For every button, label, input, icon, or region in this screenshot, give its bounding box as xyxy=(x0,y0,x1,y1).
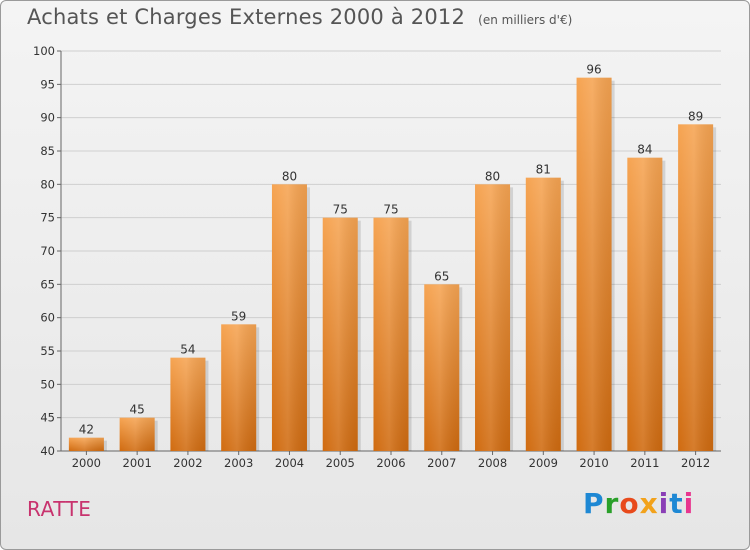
y-tick-label: 70 xyxy=(40,244,55,258)
logo-letter: P xyxy=(583,487,605,520)
y-tick-label: 45 xyxy=(40,411,55,425)
title-row: Achats et Charges Externes 2000 à 2012 (… xyxy=(27,5,572,29)
y-tick-label: 75 xyxy=(40,211,55,225)
y-tick-label: 100 xyxy=(33,44,55,58)
bar-highlight xyxy=(475,184,511,452)
bar-highlight xyxy=(627,157,663,451)
x-tick-label: 2008 xyxy=(478,456,507,470)
x-tick-label: 2002 xyxy=(173,456,202,470)
y-tick-label: 85 xyxy=(40,144,55,158)
x-tick-label: 2003 xyxy=(224,456,253,470)
x-tick-label: 2007 xyxy=(427,456,456,470)
x-tick-label: 2000 xyxy=(72,456,101,470)
bars xyxy=(68,77,717,452)
logo-letter: i xyxy=(683,487,695,520)
bar-highlight xyxy=(221,324,257,451)
bar-highlight xyxy=(322,217,358,451)
data-label: 96 xyxy=(586,63,601,77)
data-label: 84 xyxy=(637,143,652,157)
bar-highlight xyxy=(170,357,206,451)
x-tick-label: 2004 xyxy=(275,456,304,470)
bar-highlight xyxy=(271,184,307,452)
data-label: 81 xyxy=(536,163,551,177)
data-label: 65 xyxy=(434,269,449,283)
y-tick-label: 40 xyxy=(40,444,55,458)
logo-letter: r xyxy=(604,487,620,520)
x-tick-label: 2006 xyxy=(376,456,405,470)
bar-highlight xyxy=(678,124,714,451)
proxiti-logo[interactable]: Proxiti xyxy=(583,487,694,520)
city-name: RATTE xyxy=(27,497,92,521)
data-label: 54 xyxy=(180,343,195,357)
bar-highlight xyxy=(576,77,612,452)
value-labels: 42 45 54 59 80 75 75 65 80 81 96 84 89 xyxy=(79,63,704,437)
y-tick-label: 55 xyxy=(40,344,55,358)
y-tick-label: 60 xyxy=(40,311,55,325)
data-label: 42 xyxy=(79,423,94,437)
data-label: 45 xyxy=(130,403,145,417)
y-tick-label: 90 xyxy=(40,111,55,125)
y-tick-label: 80 xyxy=(40,177,55,191)
y-tick-label: 50 xyxy=(40,377,55,391)
chart-title: Achats et Charges Externes 2000 à 2012 xyxy=(27,5,466,29)
bar-highlight xyxy=(525,177,561,451)
y-tick-label: 95 xyxy=(40,77,55,91)
x-tick-label: 2011 xyxy=(630,456,659,470)
logo-letter: o xyxy=(619,487,640,520)
bar-highlight xyxy=(68,437,104,451)
data-label: 89 xyxy=(688,109,703,123)
logo-letter: t xyxy=(669,487,684,520)
data-label: 59 xyxy=(231,309,246,323)
bar-highlight xyxy=(119,417,155,451)
data-label: 75 xyxy=(333,203,348,217)
x-tick-label: 2005 xyxy=(326,456,355,470)
x-tick-label: 2010 xyxy=(579,456,608,470)
bar-highlight xyxy=(373,217,409,451)
logo-letter: x xyxy=(639,487,659,520)
data-label: 80 xyxy=(282,169,297,183)
x-tick-label: 2012 xyxy=(681,456,710,470)
axes: 40 45 50 55 60 65 70 75 80 85 90 95 100 2000 2001 2002 2… xyxy=(33,44,721,470)
chart-subtitle: (en milliers d'€) xyxy=(478,13,573,27)
x-tick-label: 2009 xyxy=(529,456,558,470)
x-tick-label: 2001 xyxy=(123,456,152,470)
logo-letter: i xyxy=(658,487,670,520)
data-label: 80 xyxy=(485,169,500,183)
y-tick-label: 65 xyxy=(40,277,55,291)
bar-highlight xyxy=(424,284,460,451)
data-label: 75 xyxy=(383,203,398,217)
